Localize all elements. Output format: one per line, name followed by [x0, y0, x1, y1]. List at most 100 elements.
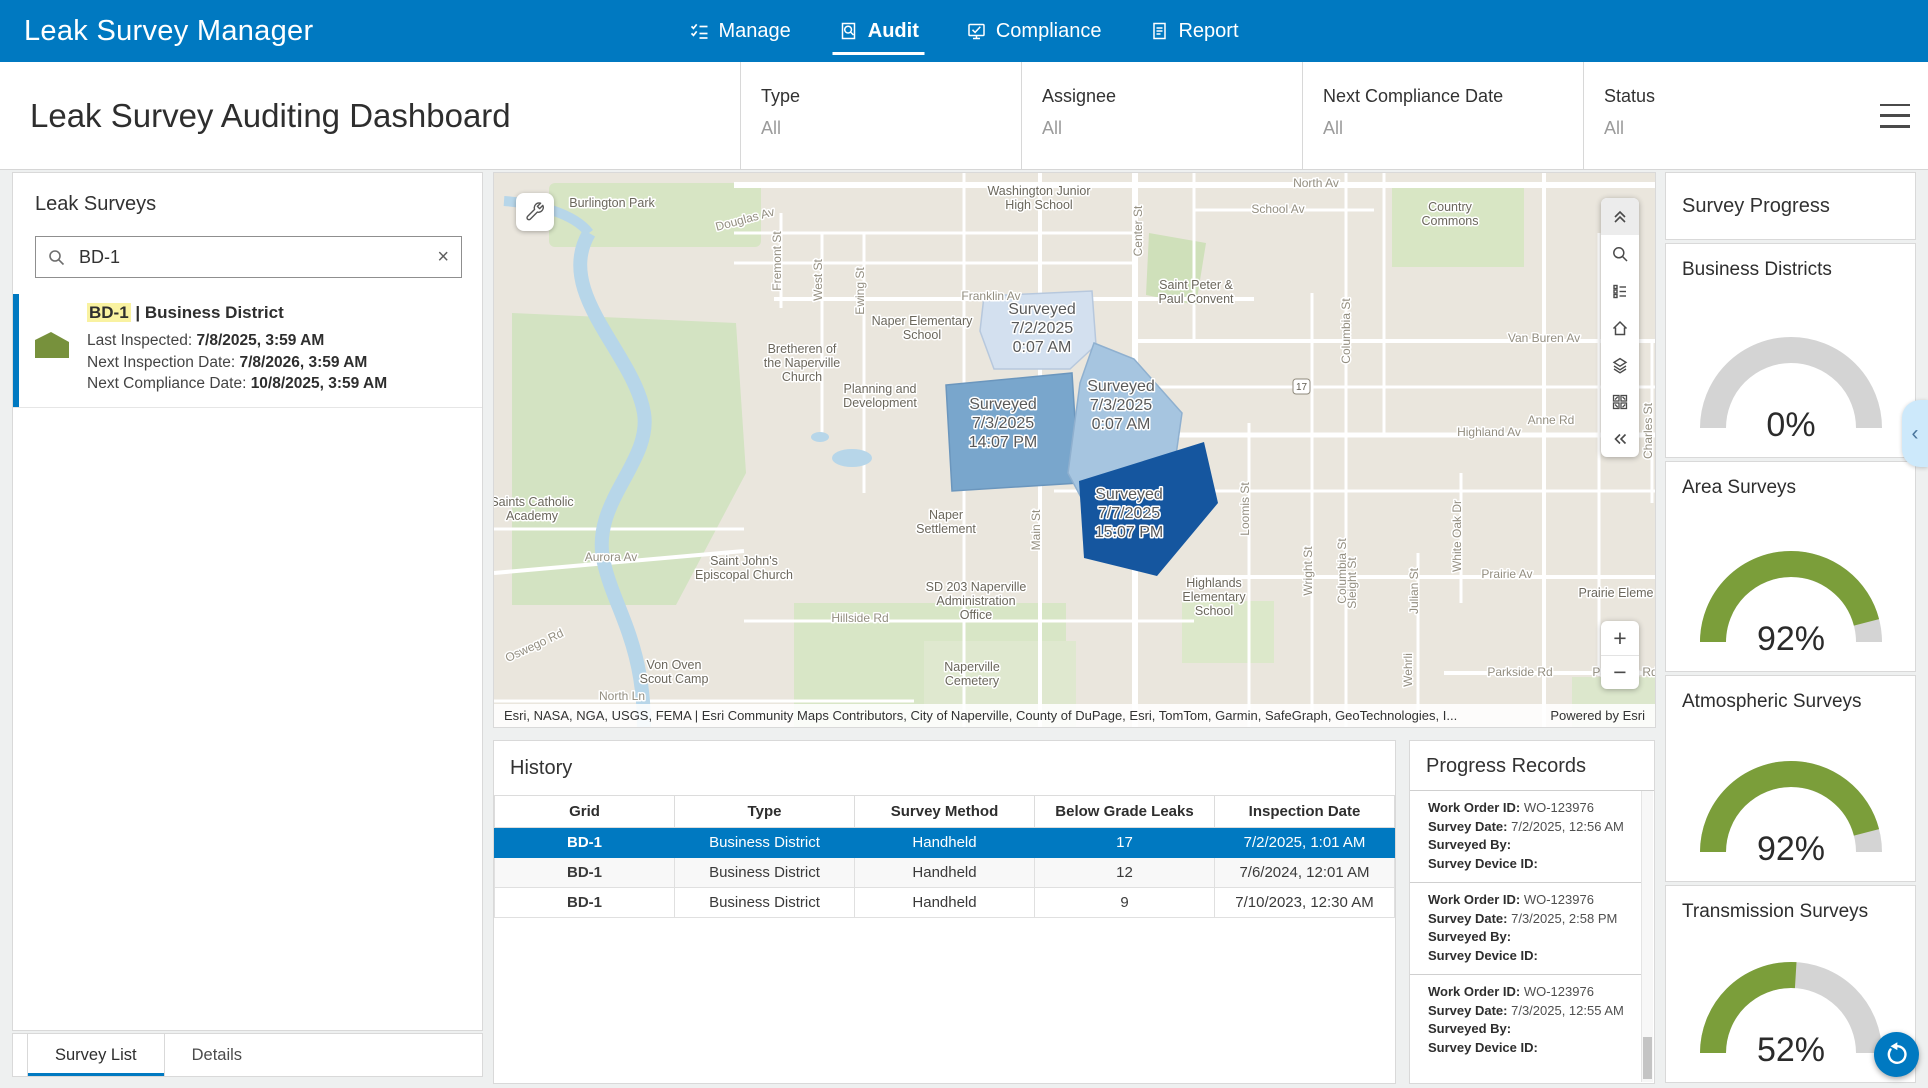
- street-label: Fremont St: [770, 231, 784, 291]
- filter-value: All: [761, 118, 782, 138]
- history-row[interactable]: BD-1 Business District Handheld 17 7/2/2025,…: [494, 827, 1395, 858]
- poi-labels: Burlington Park Washington Junior High Sch…: [494, 183, 1655, 690]
- survey-item-title: BD-1 | Business District: [87, 303, 284, 322]
- filter-value: All: [1323, 118, 1344, 138]
- street-label: Franklin Av: [961, 289, 1020, 303]
- poi-label: Burlington Park: [569, 196, 655, 210]
- map-attribution: Esri, NASA, NGA, USGS, FEMA | Esri Commu…: [494, 704, 1655, 727]
- street-label: Charles St: [1641, 402, 1655, 459]
- gauge-title: Atmospheric Surveys: [1682, 691, 1862, 712]
- polygon-feature-icon: [33, 330, 71, 365]
- surveyed-label: Surveyed 7/7/2025 15:07 PM: [1095, 486, 1163, 541]
- street-label: Anne Rd: [1528, 413, 1575, 427]
- progress-record[interactable]: Work Order ID: WO-123976 Survey Date: 7/3…: [1410, 975, 1641, 1066]
- legend-icon: [1611, 282, 1629, 300]
- nav-tab-audit[interactable]: Audit: [832, 0, 925, 62]
- dashboard-header: Leak Survey Auditing Dashboard Type All As…: [0, 62, 1928, 170]
- nav-tab-report[interactable]: Report: [1149, 0, 1239, 62]
- poi-label: SD 203 Naperville Administration Office: [926, 580, 1027, 622]
- legend-button[interactable]: [1601, 272, 1639, 309]
- surveyed-label: Surveyed 7/3/2025 0:07 AM: [1087, 378, 1155, 433]
- hamburger-menu-icon[interactable]: [1880, 103, 1910, 128]
- street-label: Loomis St: [1238, 482, 1252, 536]
- progress-records-list: Work Order ID: WO-123976 Survey Date: 7/2…: [1410, 791, 1641, 1083]
- collapse-up-button[interactable]: [1601, 198, 1639, 235]
- gauge-title: Area Surveys: [1682, 477, 1797, 498]
- street-label: West St: [811, 258, 825, 300]
- history-title: History: [510, 757, 573, 779]
- panel-collapse-handle[interactable]: ‹: [1902, 400, 1928, 467]
- street-label: Hillside Rd: [831, 611, 888, 625]
- tab-survey-list[interactable]: Survey List: [27, 1034, 165, 1076]
- map-panel[interactable]: 17 North Av School Av Douglas Av Fremont St…: [493, 172, 1656, 728]
- zoom-out-button[interactable]: −: [1601, 655, 1639, 689]
- nav-tab-label: Report: [1178, 19, 1239, 42]
- layers-button[interactable]: [1601, 346, 1639, 383]
- gauge: 92%: [1691, 748, 1891, 869]
- gauge: 52%: [1691, 949, 1891, 1070]
- records-scrollbar[interactable]: [1641, 791, 1653, 1082]
- record-field: Survey Device ID:: [1428, 855, 1538, 871]
- nav-tab-compliance[interactable]: Compliance: [967, 0, 1101, 62]
- history-row[interactable]: BD-1 Business District Handheld 12 7/6/2024,…: [494, 857, 1395, 888]
- filter-type[interactable]: Type All: [740, 62, 1021, 169]
- survey-list-item[interactable]: BD-1 | Business District Last Inspected: …: [13, 294, 482, 408]
- powered-by-esri: Powered by Esri: [1550, 708, 1645, 723]
- left-panel-tabs: Survey List Details: [12, 1033, 483, 1077]
- surveyed-polygon-7-7-2025[interactable]: [1079, 442, 1218, 576]
- poi-label: Country Commons: [1422, 200, 1479, 228]
- search-input[interactable]: [77, 245, 426, 269]
- history-column-grid: Grid: [494, 795, 675, 828]
- progress-record[interactable]: Work Order ID: WO-123976 Survey Date: 7/3…: [1410, 883, 1641, 975]
- nav-tab-manage[interactable]: Manage: [689, 0, 791, 62]
- poi-label: Bretheren of the Naperville Church: [764, 342, 840, 384]
- history-row[interactable]: BD-1 Business District Handheld 9 7/10/2023,…: [494, 887, 1395, 918]
- zoom-in-button[interactable]: +: [1613, 624, 1627, 651]
- history-cell: 7/6/2024, 12:01 AM: [1214, 857, 1395, 888]
- street-label: Center St: [1131, 205, 1145, 256]
- filter-status[interactable]: Status All: [1583, 62, 1864, 169]
- history-panel: History Grid Type Survey Method Below Grade…: [493, 740, 1396, 1084]
- poi-label: Saint John's Episcopal Church: [695, 554, 793, 582]
- poi-label: Saint Peter & Paul Convent: [1158, 278, 1234, 306]
- collapse-left-button[interactable]: [1601, 420, 1639, 457]
- surveyed-polygons[interactable]: [945, 290, 1218, 576]
- leak-surveys-panel: Leak Surveys × BD-1 | Business District L…: [12, 172, 483, 1031]
- tab-details[interactable]: Details: [191, 1045, 243, 1064]
- poi-label: Washington Junior High School: [987, 184, 1090, 212]
- history-cell: Handheld: [854, 857, 1035, 888]
- history-column-survey-method: Survey Method: [854, 795, 1035, 828]
- leak-surveys-title: Leak Surveys: [35, 193, 157, 215]
- search-box[interactable]: ×: [35, 236, 462, 278]
- street-label: North Av: [1293, 176, 1339, 190]
- surveyed-label: Surveyed 7/3/2025 14:07 PM: [969, 396, 1037, 451]
- map-zoom-control: + −: [1601, 621, 1639, 689]
- search-button[interactable]: [1601, 235, 1639, 272]
- clear-search-icon[interactable]: ×: [437, 246, 449, 268]
- survey-progress-header-card: Survey Progress: [1665, 172, 1916, 240]
- progress-record[interactable]: Work Order ID: WO-123976 Survey Date: 7/2…: [1410, 791, 1641, 883]
- home-button[interactable]: [1601, 309, 1639, 346]
- search-icon: [48, 249, 65, 266]
- nav-tab-label: Audit: [867, 19, 919, 42]
- poi-label: Naperville Cemetery: [944, 660, 1000, 688]
- surveyed-polygon-7-2-2025[interactable]: [979, 290, 1097, 370]
- sketch-tool-button[interactable]: [516, 193, 554, 231]
- history-cell: Business District: [674, 827, 855, 858]
- gauge: 92%: [1691, 538, 1891, 659]
- filter-assignee[interactable]: Assignee All: [1021, 62, 1302, 169]
- history-cell: 7/10/2023, 12:30 AM: [1214, 887, 1395, 918]
- surveyed-polygon-7-3-2025-pm[interactable]: [945, 372, 1080, 492]
- refresh-button[interactable]: [1874, 1032, 1919, 1077]
- history-column-type: Type: [674, 795, 855, 828]
- filter-label: Type: [761, 86, 801, 106]
- street-label: Highland Av: [1457, 425, 1521, 439]
- basemap-gallery-button[interactable]: [1601, 383, 1639, 420]
- history-cell: 9: [1034, 887, 1215, 918]
- gauge-title: Transmission Surveys: [1682, 901, 1869, 922]
- records-scrollbar-thumb[interactable]: [1643, 1037, 1652, 1079]
- gauge-percent: 0%: [1766, 406, 1815, 440]
- history-column-below-grade-leaks: Below Grade Leaks: [1034, 795, 1215, 828]
- filter-next-compliance-date[interactable]: Next Compliance Date All: [1302, 62, 1583, 169]
